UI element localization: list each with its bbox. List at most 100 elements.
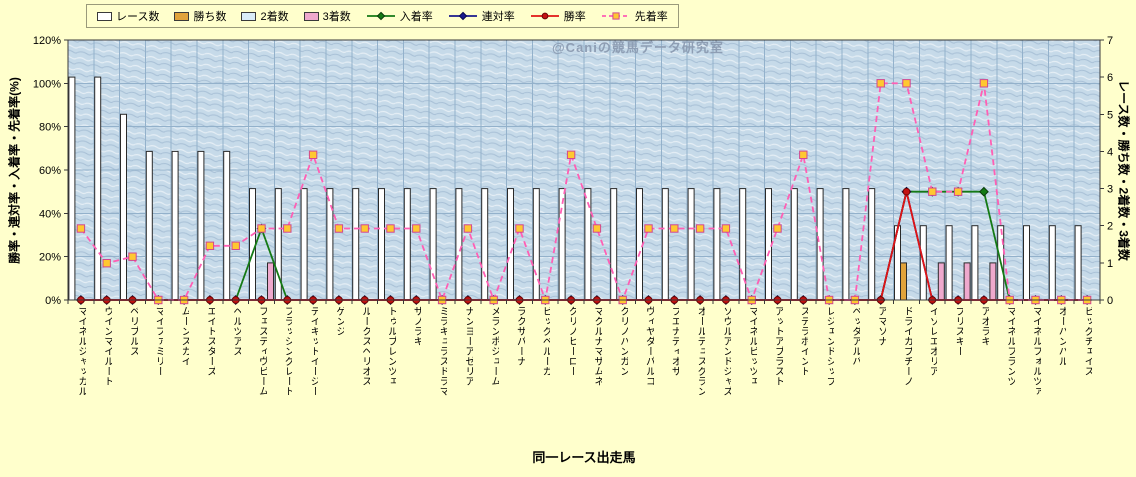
legend-item-third-places: 3着数	[303, 8, 351, 24]
legend-label-third-places: 3着数	[322, 11, 351, 23]
bar-races	[558, 188, 566, 301]
marker-finish-ahead-rate	[360, 224, 369, 233]
marker-finish-ahead-rate	[76, 224, 86, 233]
races-swatch	[97, 11, 112, 21]
marker-finish-ahead-rate	[386, 224, 395, 233]
y-left-tick-label: 20%	[39, 252, 61, 264]
marker-finish-ahead-rate	[670, 224, 679, 233]
bar-races	[790, 188, 798, 301]
bar-third-places	[937, 262, 945, 301]
legend-item-top2-rate: 連対率	[448, 8, 515, 24]
legend-label-top2-rate: 連対率	[481, 11, 515, 23]
y-right-tick-label: 3	[1107, 184, 1113, 196]
marker-finish-ahead-rate	[412, 224, 421, 233]
watermark-text: @Caniの競馬データ研究室	[552, 40, 724, 55]
bar-races	[455, 188, 463, 301]
bar-races	[687, 188, 695, 301]
y-right-tick-label: 6	[1107, 72, 1113, 84]
bar-races	[971, 225, 979, 301]
bar-races	[145, 150, 153, 301]
legend-item-races: レース数	[97, 8, 159, 24]
bar-races	[403, 188, 411, 301]
finish-ahead-rate-swatch	[601, 12, 630, 20]
marker-finish-ahead-rate	[721, 224, 731, 233]
y-left-tick-label: 100%	[33, 78, 61, 90]
marker-finish-ahead-rate	[257, 224, 266, 233]
bar-races	[120, 113, 127, 301]
marker-finish-ahead-rate	[695, 224, 705, 233]
marker-finish-ahead-rate	[283, 224, 292, 233]
bar-races	[507, 188, 514, 301]
marker-in-money-rate	[376, 11, 386, 21]
bar-wins	[900, 262, 907, 301]
marker-finish-ahead-rate	[773, 224, 782, 233]
marker-finish-ahead-rate	[592, 224, 602, 233]
bar-races	[94, 76, 102, 301]
marker-finish-ahead-rate	[566, 150, 576, 160]
bar-races	[378, 188, 385, 301]
marker-finish-ahead-rate	[876, 79, 885, 88]
in-money-rate-swatch	[366, 11, 395, 21]
bar-races	[197, 150, 205, 301]
y-right-tick-label: 4	[1107, 146, 1113, 158]
legend-item-in-money-rate: 入着率	[366, 8, 433, 24]
bar-races	[816, 188, 824, 301]
legend-item-win-rate: 勝率	[530, 8, 586, 24]
bar-races	[300, 188, 308, 301]
legend-label-second-places: 2着数	[260, 11, 289, 23]
bar-series-wins	[900, 262, 907, 301]
marker-finish-ahead-rate	[979, 79, 989, 88]
legend-label-in-money-rate: 入着率	[399, 11, 433, 23]
marker-finish-ahead-rate	[102, 259, 111, 268]
legend-label-win-rate: 勝率	[563, 11, 586, 23]
bar-races	[223, 150, 231, 301]
legend-label-races: レース数	[116, 11, 160, 23]
bar-races	[1048, 225, 1056, 301]
y-left-tick-label: 60%	[39, 165, 61, 177]
left-axis-tick-labels: 0% 20% 40% 60% 80% 100% 120%	[33, 35, 61, 307]
marker-win-rate	[541, 12, 549, 20]
axis-ticks	[64, 39, 1104, 304]
y-left-tick-label: 40%	[39, 208, 61, 220]
win-rate-swatch	[530, 12, 559, 20]
bar-races	[713, 188, 721, 301]
marker-finish-ahead-rate	[644, 224, 653, 233]
x-axis-title: 同一レース出走馬	[532, 450, 636, 465]
marker-finish-ahead-rate	[953, 187, 963, 196]
y-right-tick-label: 7	[1107, 35, 1113, 47]
third-places-swatch	[303, 11, 319, 21]
right-axis-title: レース数・勝ち数・2着数・3着数	[1116, 80, 1131, 261]
bar-races	[868, 188, 876, 301]
bar-series-third-places	[267, 262, 997, 301]
bar-races	[249, 188, 256, 301]
legend-item-wins: 勝ち数	[174, 8, 226, 24]
marker-top2-rate	[458, 11, 468, 21]
y-left-tick-label: 80%	[39, 122, 61, 134]
bar-races	[842, 188, 850, 301]
y-left-tick-label: 120%	[33, 35, 61, 47]
marker-finish-ahead-rate	[334, 224, 344, 233]
y-left-tick-label: 0%	[45, 295, 61, 307]
marker-finish-ahead-rate	[928, 187, 937, 196]
marker-win-rate	[902, 187, 911, 196]
marker-finish-ahead-rate	[308, 150, 318, 160]
right-axis-tick-labels: 0 1 2 3 4 5 6 7	[1107, 35, 1113, 307]
marker-finish-ahead-rate	[205, 241, 215, 251]
y-right-tick-label: 2	[1107, 221, 1113, 233]
wins-swatch	[174, 11, 190, 21]
bar-races	[1074, 225, 1082, 301]
chart-legend: レース数 勝ち数 2着数 3着数 入着率 連対率 勝率 先着率	[86, 4, 679, 28]
second-places-swatch	[241, 11, 257, 21]
marker-finish-ahead-rate	[231, 241, 240, 251]
marker-finish-ahead-rate	[612, 12, 620, 20]
y-right-tick-label: 1	[1107, 258, 1113, 270]
bar-races	[352, 188, 360, 301]
bar-third-places	[963, 262, 971, 301]
bar-third-places	[989, 262, 997, 301]
legend-label-wins: 勝ち数	[193, 11, 227, 23]
bar-races	[636, 188, 643, 301]
marker-finish-ahead-rate	[799, 150, 808, 160]
gridlines	[67, 39, 1101, 301]
